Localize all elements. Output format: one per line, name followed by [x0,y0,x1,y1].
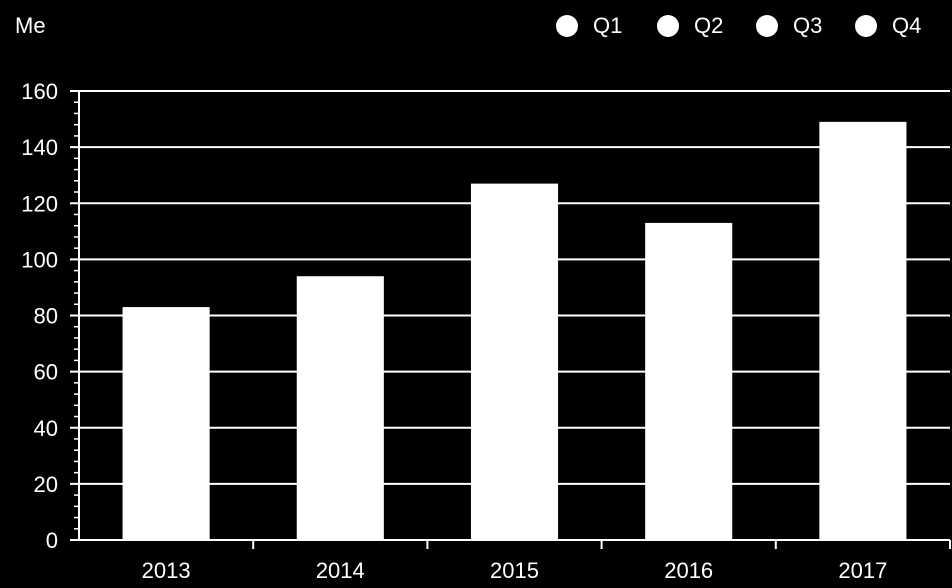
y-axis-ticks: 0 20 40 60 80 100 120 140 160 [21,79,79,553]
bars [122,121,907,541]
y-tick-label: 40 [34,416,58,441]
y-tick-label: 140 [21,135,58,160]
bar-2013 [122,307,210,540]
legend: Q1 Q2 Q3 Q4 [556,13,921,38]
legend-label-q4: Q4 [892,13,921,38]
y-tick-label: 60 [34,360,58,385]
x-tick-label: 2017 [838,558,887,583]
y-tick-label: 80 [34,304,58,329]
legend-marker-q4 [855,15,877,37]
y-tick-label: 120 [21,191,58,216]
x-axis-ticks: 2013 2014 2015 2016 2017 [142,540,951,583]
legend-marker-q3 [756,15,778,37]
bar-2015 [470,183,559,540]
y-unit-label: Me [15,13,46,38]
y-tick-label: 20 [34,472,58,497]
x-tick-label: 2016 [664,558,713,583]
legend-label-q2: Q2 [694,13,723,38]
legend-marker-q2 [657,15,679,37]
y-tick-label: 0 [46,528,58,553]
legend-label-q1: Q1 [593,13,622,38]
bar-2014 [296,276,384,540]
legend-label-q3: Q3 [793,13,822,38]
x-tick-label: 2013 [142,558,191,583]
legend-marker-q1 [556,15,578,37]
bar-2016 [645,222,733,541]
y-tick-label: 100 [21,247,58,272]
y-tick-label: 160 [21,79,58,104]
x-tick-label: 2014 [316,558,365,583]
x-tick-label: 2015 [490,558,539,583]
bar-2017 [819,121,907,541]
